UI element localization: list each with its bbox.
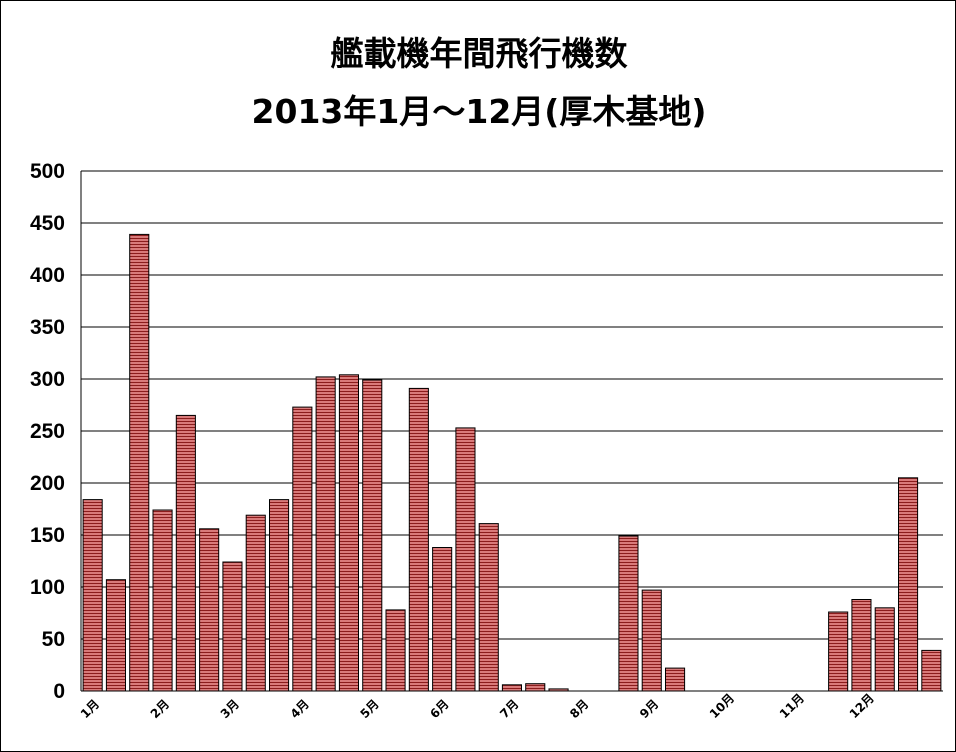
x-tick-label: 1月 bbox=[78, 697, 102, 721]
gridlines bbox=[81, 170, 943, 640]
bar bbox=[338, 374, 359, 692]
y-tick-label: 400 bbox=[30, 264, 65, 287]
bar bbox=[874, 607, 895, 692]
bar bbox=[245, 514, 266, 692]
x-tick-label: 12月 bbox=[847, 691, 877, 721]
bar bbox=[129, 233, 150, 692]
y-tick-label: 150 bbox=[30, 524, 65, 547]
x-tick-label: 5月 bbox=[357, 697, 381, 721]
bar bbox=[269, 499, 290, 692]
x-tick-label: 10月 bbox=[707, 691, 737, 721]
x-tick-label: 3月 bbox=[218, 697, 242, 721]
bar bbox=[665, 667, 686, 692]
bar bbox=[175, 414, 196, 692]
bars bbox=[82, 233, 942, 692]
bar bbox=[408, 387, 429, 692]
bar bbox=[501, 684, 522, 692]
bar bbox=[385, 609, 406, 692]
y-tick-label: 300 bbox=[30, 368, 65, 391]
y-tick-label: 500 bbox=[30, 160, 65, 183]
bar bbox=[641, 589, 662, 692]
chart-subtitle: 2013年1月～12月(厚木基地) bbox=[251, 92, 707, 131]
x-tick-label: 11月 bbox=[777, 691, 807, 721]
bar bbox=[362, 379, 383, 692]
bar bbox=[478, 523, 499, 692]
x-tick-label: 7月 bbox=[497, 697, 521, 721]
bar bbox=[525, 683, 546, 692]
bar bbox=[618, 535, 639, 692]
bar bbox=[292, 406, 313, 692]
x-tick-label: 4月 bbox=[288, 697, 312, 721]
x-tick-label: 8月 bbox=[567, 697, 591, 721]
chart-title: 艦載機年間飛行機数 bbox=[330, 34, 628, 73]
y-tick-label: 50 bbox=[42, 628, 65, 651]
bar bbox=[82, 499, 103, 692]
axes bbox=[80, 171, 943, 692]
bar bbox=[828, 611, 849, 692]
bar bbox=[105, 579, 127, 692]
bar bbox=[898, 477, 919, 692]
bar bbox=[432, 547, 453, 692]
bar bbox=[222, 561, 243, 692]
bar bbox=[921, 649, 942, 692]
y-tick-label: 350 bbox=[30, 316, 65, 339]
y-tick-label: 100 bbox=[30, 576, 65, 599]
y-tick-label: 200 bbox=[30, 472, 65, 495]
bar bbox=[455, 427, 476, 692]
x-tick-label: 9月 bbox=[637, 697, 661, 721]
y-tick-label: 250 bbox=[30, 420, 65, 443]
y-tick-label: 450 bbox=[30, 212, 65, 235]
bar bbox=[851, 599, 872, 692]
bar bbox=[199, 528, 220, 692]
y-tick-label: 0 bbox=[53, 680, 65, 703]
x-tick-label: 6月 bbox=[427, 697, 451, 721]
bar bbox=[152, 509, 173, 692]
x-tick-label: 2月 bbox=[148, 697, 172, 721]
bar bbox=[315, 376, 336, 692]
